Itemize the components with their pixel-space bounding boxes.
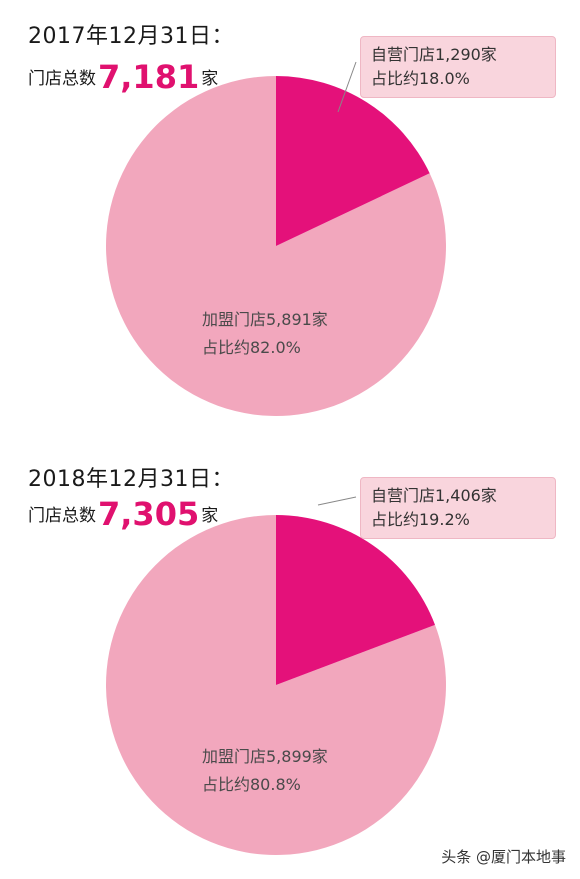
franchise-label: 加盟门店5,891家 占比约82.0% [202,306,328,362]
callout-leader-line [317,496,357,506]
total-value: 7,305 [98,495,200,533]
self-operated-callout: 自营门店1,406家 占比约19.2% [360,477,556,539]
franchise-count-label: 加盟门店5,899家 [202,747,328,766]
chart-2018: 2018年12月31日： 门店总数7,305 家 自营门店1,406家 占比约19… [0,445,580,865]
callout-leader-line [337,61,357,113]
self-operated-callout: 自营门店1,290家 占比约18.0% [360,36,556,98]
total-prefix: 门店总数 [28,506,96,526]
self-operated-count-label: 自营门店1,406家 [371,486,497,505]
total-stores: 门店总数7,181 家 [28,58,218,96]
watermark: 头条 @厦门本地事 [441,848,566,866]
total-value: 7,181 [98,58,200,96]
chart-title: 2017年12月31日： [28,24,234,49]
pie-slice-self-operated [276,76,430,246]
franchise-count-label: 加盟门店5,891家 [202,310,328,329]
pie-chart-2017 [106,61,446,416]
total-suffix: 家 [201,69,219,89]
franchise-share-label: 占比约82.0% [202,338,301,357]
self-operated-share-label: 占比约18.0% [371,69,470,88]
pie-slice-franchise [106,76,446,416]
franchise-label: 加盟门店5,899家 占比约80.8% [202,743,328,799]
total-suffix: 家 [201,506,219,526]
pie-chart-2018 [106,496,446,855]
self-operated-count-label: 自营门店1,290家 [371,45,497,64]
pie-slice-self-operated [276,515,436,685]
franchise-share-label: 占比约80.8% [202,775,301,794]
chart-title: 2018年12月31日： [28,467,234,492]
chart-2017: 2017年12月31日： 门店总数7,181 家 自营门店1,290家 占比约18… [28,24,556,416]
self-operated-share-label: 占比约19.2% [371,510,470,529]
total-stores: 门店总数7,305 家 [28,495,218,533]
total-prefix: 门店总数 [28,69,96,89]
